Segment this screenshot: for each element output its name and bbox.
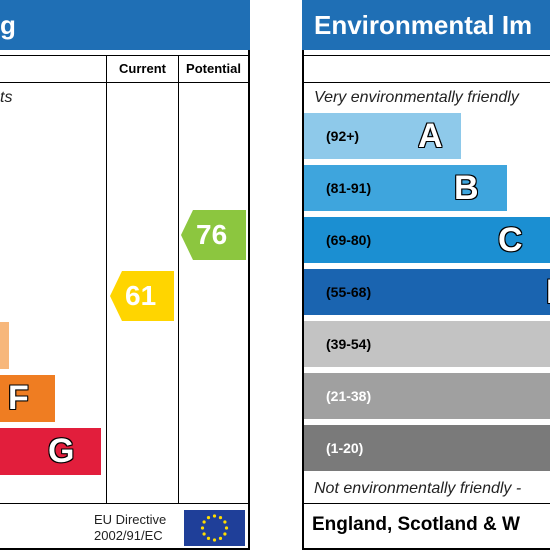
right-band-a-range: (92+) [326, 128, 360, 144]
current-rating-arrow: 61 [110, 271, 174, 321]
right-band-e: (39-54) [304, 321, 550, 367]
left-panel-bottom-rule [0, 548, 250, 550]
current-column-header: Current [119, 61, 166, 76]
right-band-f: (21-38) [304, 373, 550, 419]
right-band-a: (92+) A [304, 113, 461, 159]
left-panel-top-rule [0, 55, 250, 56]
potential-rating-arrow-shape [181, 210, 246, 260]
potential-column-header: Potential [186, 61, 241, 76]
right-top-text: Very environmentally friendly [314, 89, 519, 106]
left-panel-header-rule [0, 82, 250, 83]
right-panel-header-rule [302, 82, 550, 83]
left-panel-title: g [0, 10, 16, 40]
potential-rating-value: 76 [196, 219, 228, 250]
eu-directive-line1: EU Directive [94, 512, 167, 527]
right-panel-top-rule [302, 55, 550, 56]
right-band-b: (81-91) B [304, 165, 507, 211]
potential-column-divider [178, 55, 179, 503]
eu-flag-icon [184, 510, 245, 546]
eu-directive-text: EU Directive 2002/91/EC [94, 512, 184, 544]
left-band-e [0, 322, 9, 369]
right-band-d-range: (55-68) [326, 284, 372, 300]
right-band-f-range: (21-38) [326, 388, 372, 404]
left-panel-header: g [0, 0, 250, 50]
left-band-f-letter: F [8, 379, 29, 417]
right-band-d: (55-68) D [304, 269, 550, 315]
left-band-f: F [0, 375, 55, 422]
left-band-g-letter: G [48, 432, 75, 470]
left-band-g: G [0, 428, 101, 475]
right-band-e-range: (39-54) [326, 336, 372, 352]
right-panel-header: Environmental Im [302, 0, 550, 50]
right-band-c: (69-80) C [304, 217, 550, 263]
right-panel-footer-rule [302, 503, 550, 504]
right-footer-region: England, Scotland & W [312, 514, 520, 535]
left-panel-right-border [248, 50, 250, 550]
current-rating-arrow-shape [110, 271, 174, 321]
right-bottom-text: Not environmentally friendly - [314, 480, 522, 497]
current-column-divider [106, 55, 107, 503]
right-panel-bottom-rule [302, 548, 550, 550]
right-band-b-letter: B [454, 169, 479, 207]
left-top-text: ts [0, 89, 13, 106]
eu-directive-line2: 2002/91/EC [94, 528, 163, 543]
right-band-g-range: (1-20) [326, 440, 364, 456]
potential-rating-arrow: 76 [181, 210, 246, 260]
current-rating-value: 61 [125, 280, 157, 311]
right-band-g: (1-20) [304, 425, 550, 471]
right-band-d-letter: D [546, 270, 550, 314]
eu-flag-graphic [184, 510, 245, 546]
right-band-c-range: (69-80) [326, 232, 372, 248]
right-band-c-letter: C [498, 221, 523, 259]
left-panel-footer-rule [0, 503, 250, 504]
right-band-a-letter: A [418, 117, 443, 155]
right-panel-title: Environmental Im [314, 10, 533, 40]
right-panel-left-border [302, 50, 304, 550]
right-band-b-range: (81-91) [326, 180, 372, 196]
